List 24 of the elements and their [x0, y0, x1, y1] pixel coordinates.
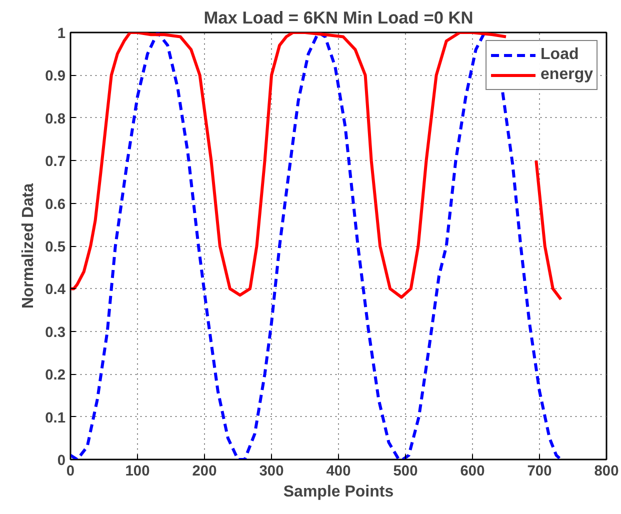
x-tick-label: 500: [393, 464, 418, 480]
y-tick-label: 0.9: [45, 68, 66, 85]
y-tick-label: 0.1: [45, 410, 66, 426]
x-tick-label: 600: [460, 464, 485, 480]
x-tick-label: 200: [192, 464, 217, 480]
x-axis-title: Sample Points: [283, 484, 394, 500]
x-tick-label: 800: [594, 464, 619, 480]
x-tick-label: 300: [259, 464, 284, 480]
y-tick-label: 0.4: [45, 282, 66, 298]
legend-label: energy: [540, 66, 593, 84]
x-tick-label: 400: [326, 464, 351, 480]
x-tick-label: 700: [527, 464, 552, 480]
y-tick-label: 0: [57, 453, 66, 469]
y-axis-title: Normalized Data: [20, 183, 38, 309]
legend-label: Load: [540, 46, 579, 64]
x-tick-label: 100: [125, 464, 150, 480]
chart-title: Max Load = 6KN Min Load =0 KN: [204, 8, 474, 28]
y-tick-label: 0.5: [45, 240, 66, 256]
y-tick-label: 0.7: [45, 154, 66, 170]
y-tick-label: 1: [57, 26, 66, 42]
y-tick-label: 0.3: [45, 324, 66, 341]
y-tick-label: 0.8: [45, 111, 66, 128]
y-tick-label: 0.6: [45, 196, 66, 213]
y-tick-label: 0.2: [45, 368, 66, 384]
